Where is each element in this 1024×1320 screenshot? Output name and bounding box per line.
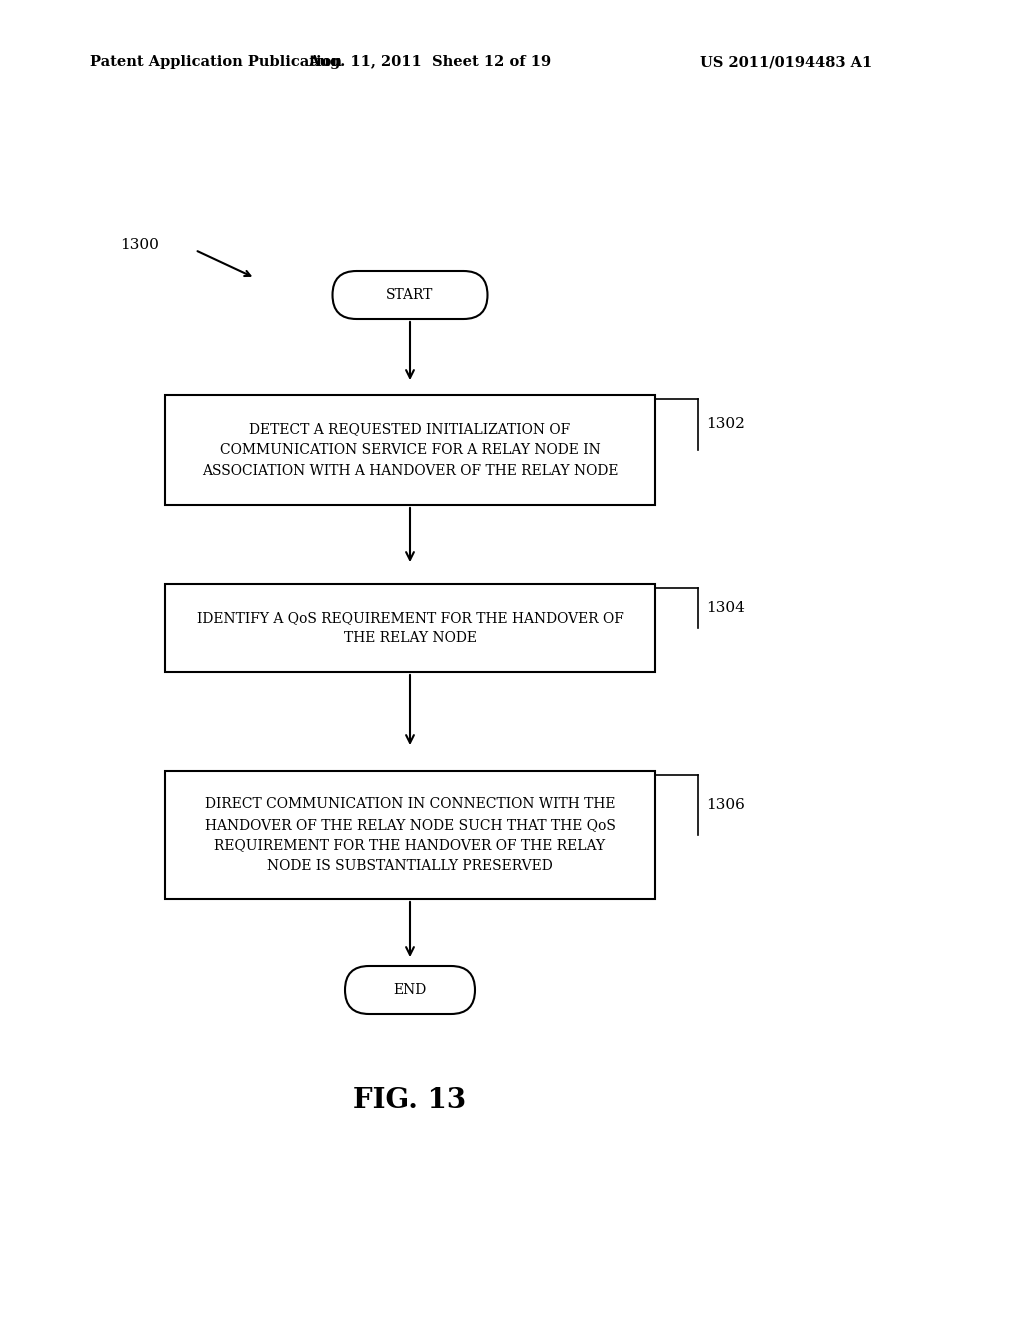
Text: FIG. 13: FIG. 13 [353,1086,467,1114]
FancyBboxPatch shape [165,583,655,672]
FancyBboxPatch shape [345,966,475,1014]
Text: DIRECT COMMUNICATION IN CONNECTION WITH THE
HANDOVER OF THE RELAY NODE SUCH THAT: DIRECT COMMUNICATION IN CONNECTION WITH … [205,797,615,873]
Text: DETECT A REQUESTED INITIALIZATION OF
COMMUNICATION SERVICE FOR A RELAY NODE IN
A: DETECT A REQUESTED INITIALIZATION OF COM… [202,422,618,478]
FancyBboxPatch shape [165,395,655,506]
Text: 1302: 1302 [706,417,744,432]
Text: Patent Application Publication: Patent Application Publication [90,55,342,69]
Text: 1306: 1306 [706,799,744,812]
Text: START: START [386,288,434,302]
Text: IDENTIFY A QoS REQUIREMENT FOR THE HANDOVER OF
THE RELAY NODE: IDENTIFY A QoS REQUIREMENT FOR THE HANDO… [197,611,624,645]
FancyBboxPatch shape [333,271,487,319]
Text: 1304: 1304 [706,601,744,615]
Text: 1300: 1300 [120,238,159,252]
Text: US 2011/0194483 A1: US 2011/0194483 A1 [700,55,872,69]
Text: END: END [393,983,427,997]
Text: Aug. 11, 2011  Sheet 12 of 19: Aug. 11, 2011 Sheet 12 of 19 [308,55,552,69]
FancyBboxPatch shape [165,771,655,899]
